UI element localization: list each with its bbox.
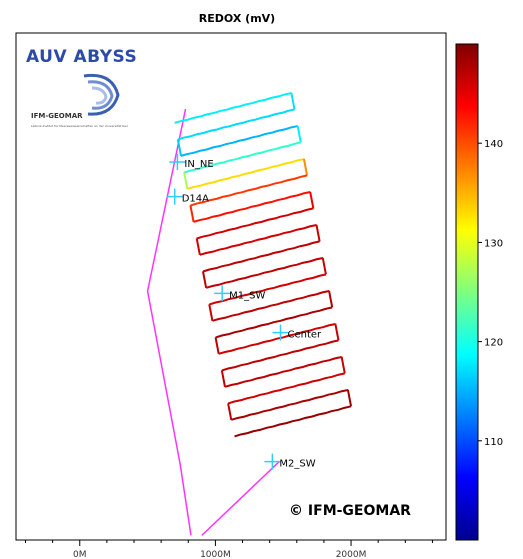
track-line-1 xyxy=(201,461,280,536)
survey-row xyxy=(186,158,305,190)
survey-connector xyxy=(176,139,182,157)
colorbar-tick-label: 110 xyxy=(484,437,503,448)
markers: IN_NE D14A M1_SW Center M2_SW xyxy=(166,154,323,470)
survey-row xyxy=(202,240,320,273)
survey-row xyxy=(209,273,327,306)
survey-row xyxy=(212,290,330,322)
survey-connector xyxy=(189,205,195,223)
survey-row xyxy=(190,174,308,207)
survey-row xyxy=(234,405,352,438)
survey-connector xyxy=(309,191,315,209)
survey-row xyxy=(205,257,324,289)
marker: M2_SW xyxy=(264,453,316,470)
ifm-geomar-emblem-icon xyxy=(79,73,120,116)
survey-connector xyxy=(290,92,296,110)
logo-org-subtitle: Leibniz-Institut für Meereswissenschafte… xyxy=(31,124,128,128)
survey-connector xyxy=(195,238,201,256)
survey-row xyxy=(221,339,339,372)
marker-label: M1_SW xyxy=(229,290,265,301)
survey-lines xyxy=(174,92,353,438)
survey-row xyxy=(193,191,311,223)
survey-connector xyxy=(340,356,346,374)
colorbar-tick-label: 130 xyxy=(484,238,503,249)
copyright-text: © IFM-GEOMAR xyxy=(289,503,411,519)
survey-row xyxy=(183,141,302,174)
survey-connector xyxy=(214,337,220,355)
x-tick-label: 0M xyxy=(73,550,87,559)
survey-connector xyxy=(321,257,327,275)
track-line-0 xyxy=(146,108,192,536)
marker: Center xyxy=(272,324,323,341)
survey-row xyxy=(227,372,345,405)
chart-title: REDOX (mV) xyxy=(199,12,275,25)
survey-connector xyxy=(220,370,226,387)
marker-label: D14A xyxy=(182,194,209,205)
survey-connector xyxy=(328,290,334,308)
x-axis: 0M 1000M 2000M xyxy=(24,540,433,559)
marker: M1_SW xyxy=(214,285,266,302)
survey-connector xyxy=(315,224,321,242)
track-lines xyxy=(146,108,280,536)
survey-row xyxy=(230,389,349,421)
survey-row xyxy=(180,125,298,157)
marker-label: IN_NE xyxy=(184,159,213,170)
survey-row xyxy=(218,323,336,355)
survey-connector xyxy=(201,271,208,289)
colorbar-tick-label: 140 xyxy=(484,139,503,150)
logo-title: AUV ABYSS xyxy=(26,47,137,67)
colorbar-tick-label: 120 xyxy=(484,338,503,349)
survey-connector xyxy=(346,389,353,407)
survey-row xyxy=(199,224,317,256)
marker: IN_NE xyxy=(169,154,214,171)
logo-org: IFM-GEOMAR xyxy=(31,112,83,120)
colorbar: 110 120 130 140 xyxy=(455,43,503,541)
survey-row xyxy=(215,306,333,339)
colorbar-gradient xyxy=(455,43,479,541)
survey-connector xyxy=(208,304,214,322)
colorbar-ticks: 110 120 130 140 xyxy=(478,139,503,448)
survey-row xyxy=(196,207,314,240)
plot-area xyxy=(15,32,447,541)
survey-row xyxy=(177,108,295,141)
marker: D14A xyxy=(166,188,209,205)
survey-connector xyxy=(227,403,233,420)
survey-connector xyxy=(302,158,309,176)
survey-row xyxy=(174,92,292,124)
marker-label: Center xyxy=(288,330,323,341)
survey-connector xyxy=(334,323,340,341)
logo: AUV ABYSS IFM-GEOMAR Leibniz-Institut fü… xyxy=(26,47,137,128)
survey-connector xyxy=(183,172,189,190)
x-tick-label: 1000M xyxy=(200,550,231,559)
marker-label: M2_SW xyxy=(279,459,315,470)
survey-row xyxy=(224,356,342,388)
survey-connector xyxy=(296,125,302,143)
x-tick-label: 2000M xyxy=(336,550,367,559)
